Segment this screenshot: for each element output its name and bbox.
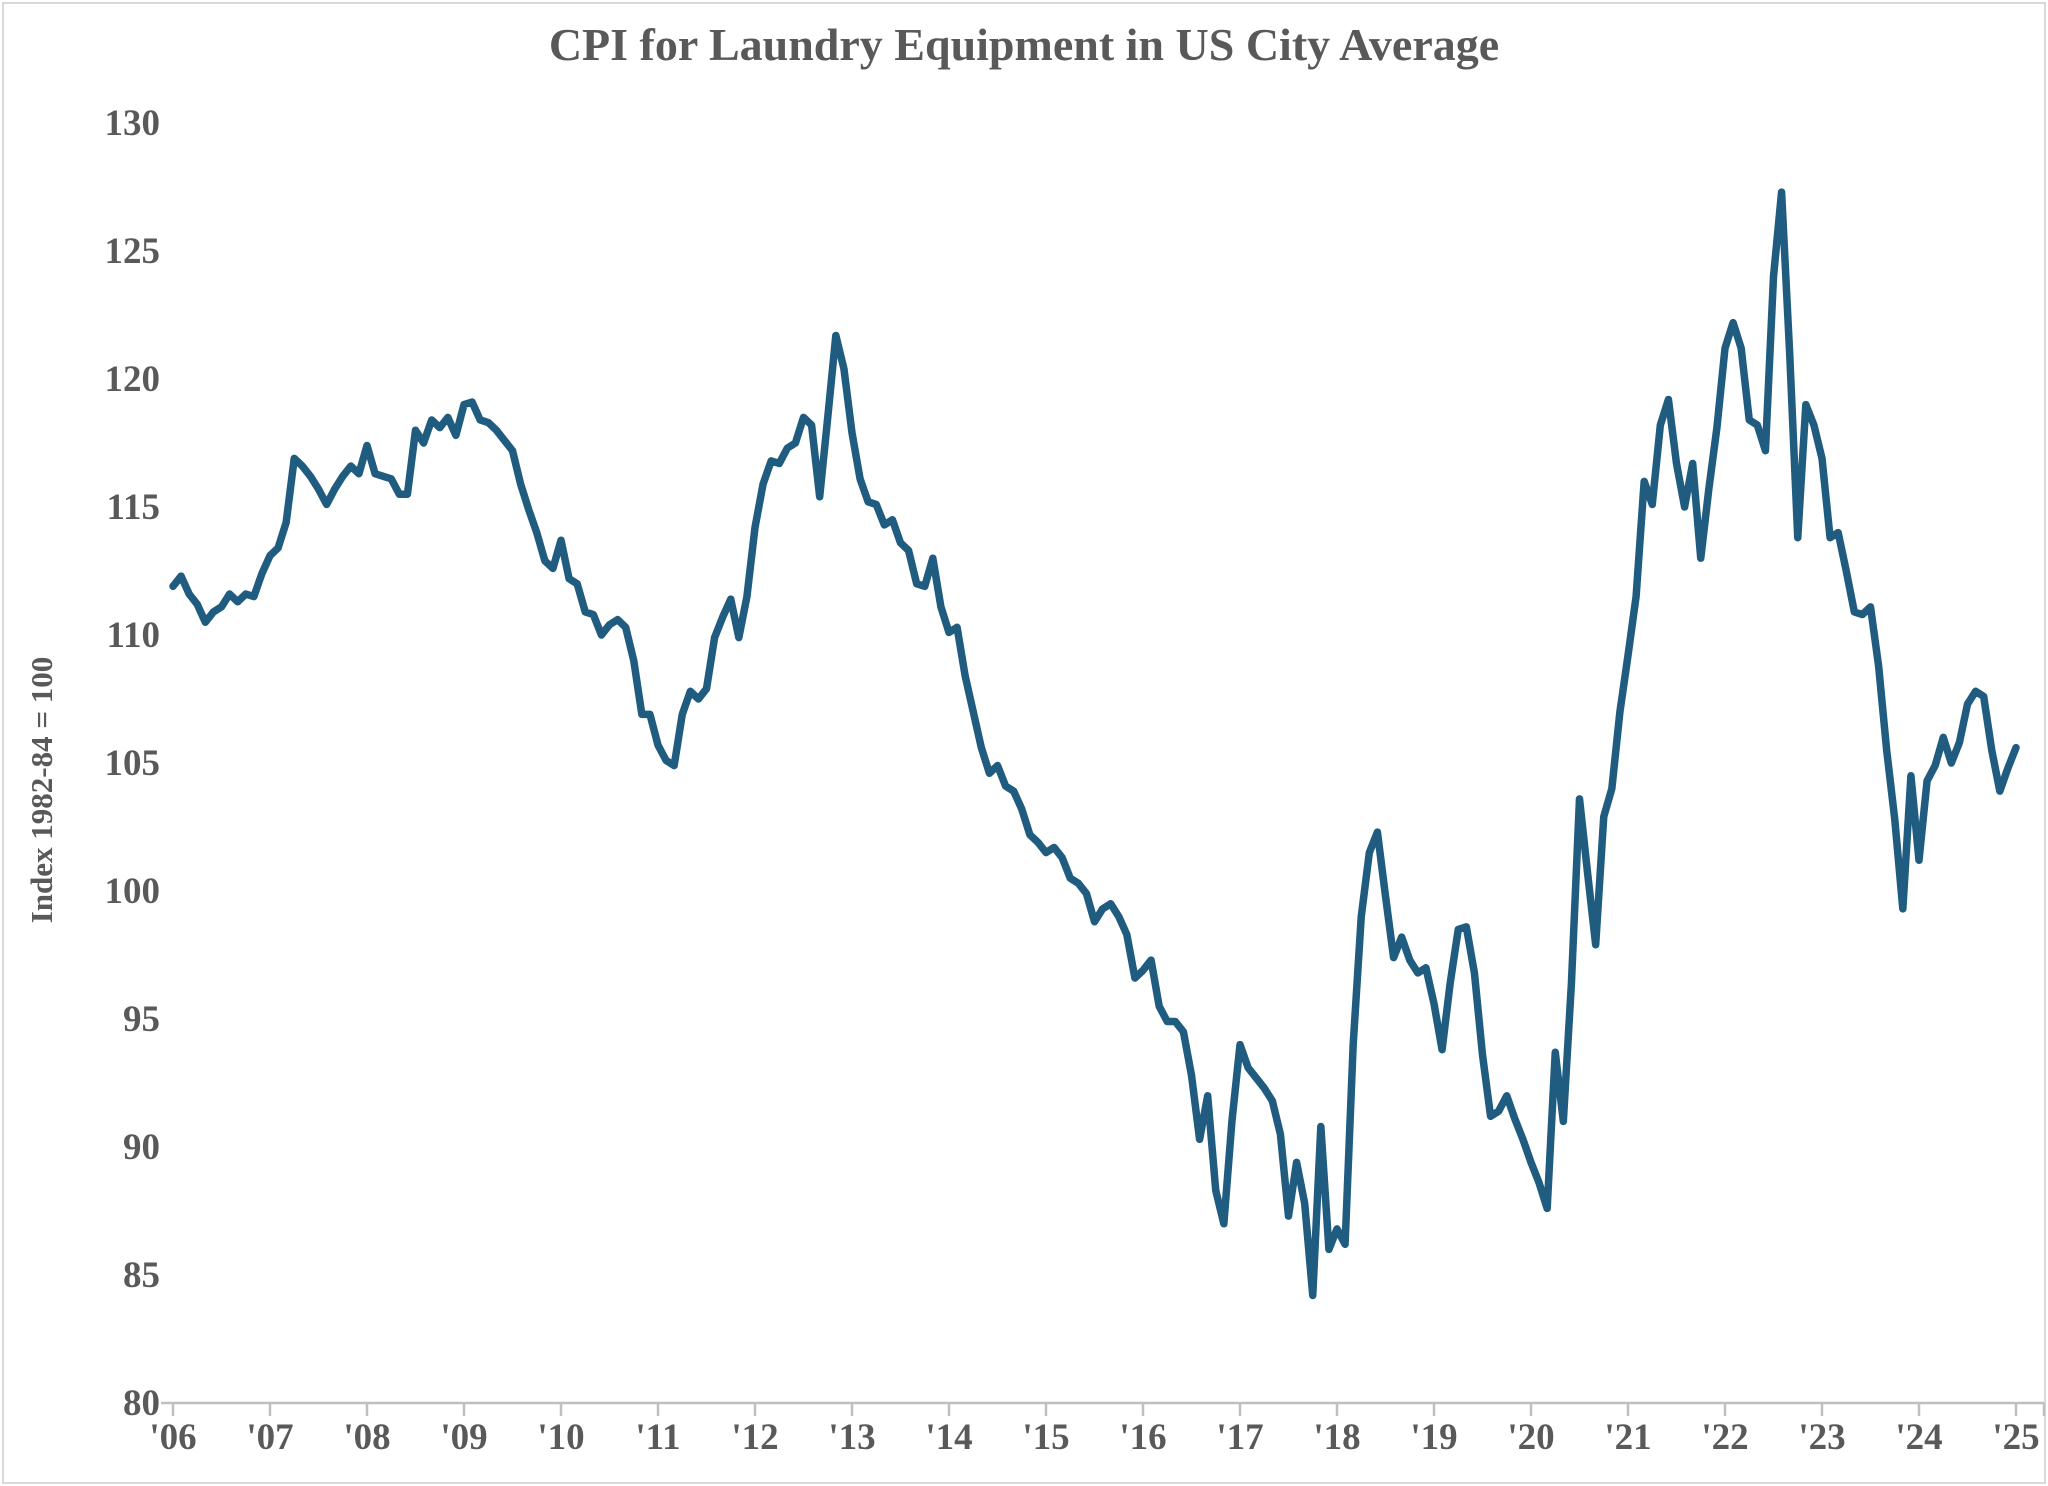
x-tick-label-22: '22 [1701, 1417, 1749, 1458]
x-tick-label-08: '08 [343, 1417, 391, 1458]
x-tick-label-10: '10 [537, 1417, 585, 1458]
x-tick-label-21: '21 [1604, 1417, 1652, 1458]
x-axis [161, 1401, 2046, 1416]
x-tick-label-18: '18 [1313, 1417, 1361, 1458]
x-tick-label-24: '24 [1895, 1417, 1943, 1458]
y-tick-label-90: 90 [123, 1127, 160, 1168]
x-tick-label-16: '16 [1119, 1417, 1167, 1458]
x-tick-label-14: '14 [925, 1417, 973, 1458]
y-tick-label-80: 80 [123, 1383, 160, 1424]
y-tick-label-85: 85 [123, 1255, 160, 1296]
y-tick-label-115: 115 [106, 487, 160, 528]
y-tick-label-95: 95 [123, 999, 160, 1040]
x-tick-label-11: '11 [635, 1417, 681, 1458]
x-tick-label-13: '13 [828, 1417, 876, 1458]
y-tick-label-105: 105 [104, 743, 161, 784]
y-tick-label-120: 120 [104, 359, 161, 400]
x-tick-label-23: '23 [1798, 1417, 1846, 1458]
chart-title: CPI for Laundry Equipment in US City Ave… [548, 19, 1500, 70]
y-tick-label-110: 110 [106, 615, 160, 656]
cpi-line-series [169, 188, 2020, 1300]
y-tick-label-130: 130 [104, 103, 161, 144]
x-tick-label-25: '25 [1992, 1417, 2040, 1458]
x-tick-label-09: '09 [440, 1417, 488, 1458]
x-tick-label-06: '06 [149, 1417, 197, 1458]
x-tick-label-07: '07 [246, 1417, 294, 1458]
x-tick-label-17: '17 [1216, 1417, 1264, 1458]
x-tick-label-20: '20 [1507, 1417, 1555, 1458]
x-tick-label-15: '15 [1022, 1417, 1070, 1458]
x-tick-label-12: '12 [731, 1417, 779, 1458]
y-tick-label-100: 100 [104, 871, 161, 912]
y-tick-label-125: 125 [104, 231, 161, 272]
x-tick-label-19: '19 [1410, 1417, 1458, 1458]
